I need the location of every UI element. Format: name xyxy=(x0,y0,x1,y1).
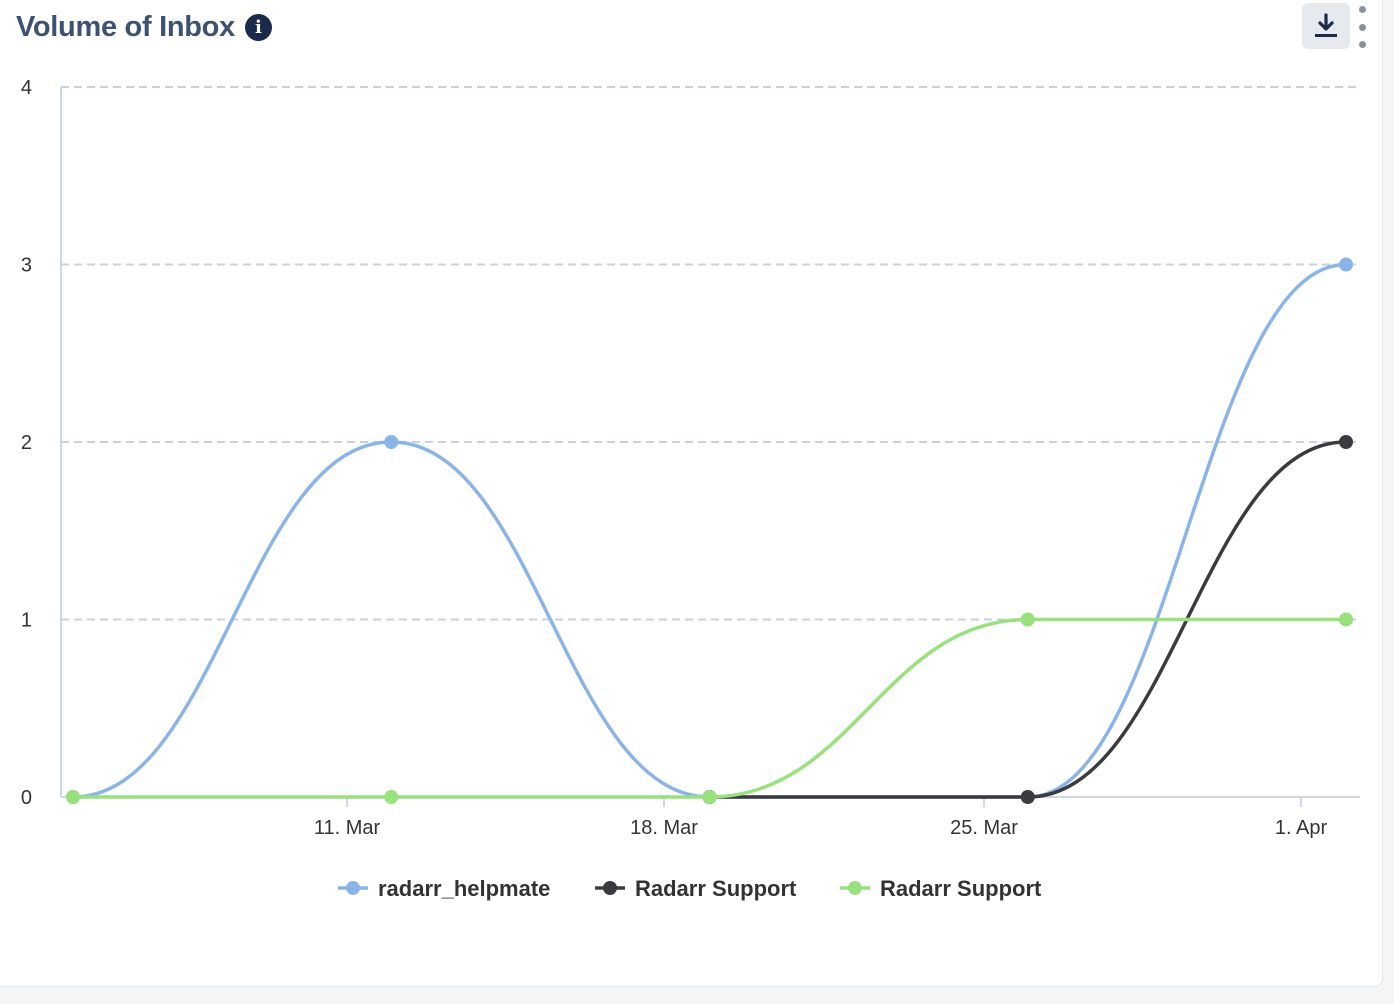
y-tick-label: 0 xyxy=(21,787,32,809)
legend-symbol-marker xyxy=(848,881,862,895)
x-tick-label: 18. Mar xyxy=(630,817,698,839)
legend-symbol-marker xyxy=(603,881,617,895)
info-icon[interactable]: i xyxy=(244,13,272,41)
download-icon xyxy=(1315,13,1337,37)
chart-title: Volume of Inbox xyxy=(16,10,235,43)
y-tick-label: 1 xyxy=(21,610,32,632)
chart-card: Volume of Inbox i xyxy=(0,0,1383,987)
data-point xyxy=(1020,790,1035,804)
y-tick-label: 3 xyxy=(21,255,32,277)
series-line-1 xyxy=(707,440,1348,799)
data-point xyxy=(1020,612,1035,627)
data-point xyxy=(1339,612,1353,627)
kebab-menu-icon[interactable] xyxy=(1354,6,1370,48)
y-tick-label: 2 xyxy=(21,432,32,454)
data-point xyxy=(1339,257,1353,272)
legend-symbol-marker xyxy=(346,881,360,895)
title-row: Volume of Inbox i xyxy=(16,8,272,46)
y-tick-label: 4 xyxy=(21,77,32,99)
data-point xyxy=(384,435,399,449)
series-line-0 xyxy=(71,262,1348,799)
series-line-2 xyxy=(71,617,1348,799)
data-point xyxy=(1339,435,1353,449)
legend-item-label: Radarr Support xyxy=(880,876,1042,901)
data-point xyxy=(66,790,80,804)
data-point xyxy=(384,790,399,804)
x-tick-label: 11. Mar xyxy=(314,817,381,839)
legend-item-label: Radarr Support xyxy=(635,876,797,901)
x-tick-label: 25. Mar xyxy=(950,817,1018,839)
legend-item-label: radarr_helpmate xyxy=(378,876,550,901)
x-tick-label: 1. Apr xyxy=(1275,817,1328,839)
download-button[interactable] xyxy=(1302,3,1350,49)
data-point xyxy=(702,790,717,804)
